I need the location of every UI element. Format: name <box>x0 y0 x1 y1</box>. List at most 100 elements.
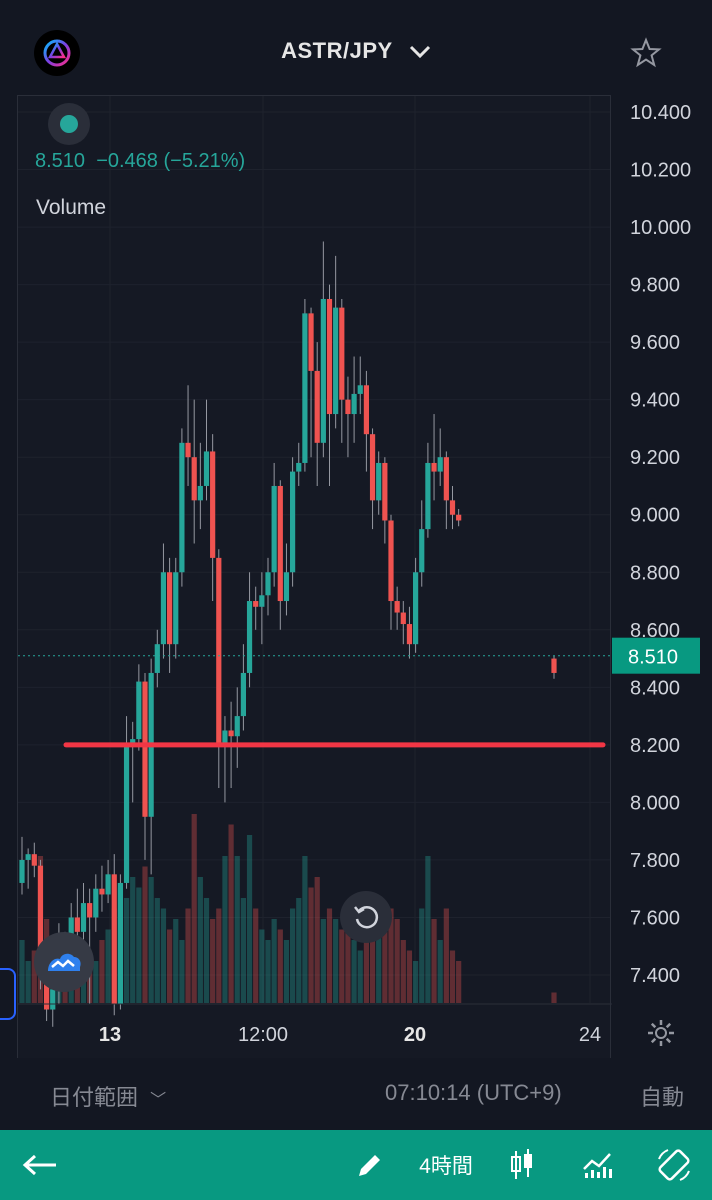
volume-bar <box>326 908 333 1003</box>
interval-selector[interactable]: 4時間 <box>419 1155 473 1178</box>
price-tick-label: 10.400 <box>630 102 691 124</box>
candle-body <box>25 854 31 860</box>
volume-bar <box>394 919 400 1003</box>
candle-body <box>50 989 56 1010</box>
volume-bar <box>290 908 296 1003</box>
candle-body <box>234 716 240 737</box>
volume-bar <box>99 940 105 1003</box>
volume-bar <box>351 940 357 1003</box>
scroll-handle[interactable] <box>0 968 16 1020</box>
time-tick-label: 13 <box>99 1024 121 1046</box>
star-icon[interactable] <box>630 37 662 74</box>
volume-bar <box>210 919 216 1003</box>
volume-bar <box>179 940 185 1003</box>
candle-body <box>160 572 167 645</box>
price-tick-label: 8.800 <box>630 562 680 584</box>
tradingview-logo-icon[interactable] <box>34 932 94 992</box>
price-tick-label: 10.200 <box>630 160 691 182</box>
candle-body <box>431 462 437 472</box>
volume-bar <box>123 898 130 1003</box>
volume-bar <box>357 950 363 1003</box>
candle-body <box>154 644 160 673</box>
candle-body <box>290 471 296 573</box>
volume-bar <box>154 898 160 1003</box>
price-tick-label: 7.800 <box>630 850 680 872</box>
volume-bar <box>148 877 154 1003</box>
symbol-selector[interactable]: ASTR/JPY <box>0 38 712 65</box>
volume-bar <box>271 919 277 1003</box>
astar-logo-icon[interactable] <box>34 30 80 76</box>
volume-label[interactable]: Volume <box>36 196 107 219</box>
volume-bar <box>308 887 314 1003</box>
pencil-icon[interactable] <box>352 1130 388 1200</box>
price-tick-label: 10.000 <box>630 217 691 239</box>
volume-bar <box>425 856 431 1003</box>
volume-bar <box>216 908 222 1003</box>
volume-bar <box>456 961 462 1003</box>
candle-body <box>551 658 557 673</box>
candle-body <box>222 730 228 745</box>
candle-body <box>449 500 456 515</box>
gear-icon[interactable] <box>646 1018 676 1053</box>
volume-bar <box>437 940 443 1003</box>
candle-body <box>357 385 363 394</box>
reset-chart-icon[interactable] <box>340 891 392 943</box>
candle-body <box>259 595 265 607</box>
candlestick-chart: 10.400 10.200 10.000 9.800 9.600 9.400 9.200 9.… <box>18 102 700 1046</box>
candle-body <box>197 485 203 501</box>
volume-bar <box>160 908 167 1003</box>
volume-bar <box>449 950 456 1003</box>
candle-body <box>179 442 185 573</box>
volume-bar <box>19 940 25 1003</box>
candle-body <box>320 298 326 443</box>
candle-body <box>339 307 345 400</box>
bottom-toolbar: 4時間 <box>0 1130 712 1200</box>
volume-bar <box>197 877 203 1003</box>
price-tick-label: 9.800 <box>630 275 680 297</box>
candle-body <box>19 859 25 883</box>
candle-body <box>130 739 136 745</box>
candle-body <box>443 457 449 501</box>
volume-bar <box>333 919 339 1003</box>
candle-body <box>203 451 210 486</box>
volume-bar <box>369 929 376 1003</box>
volume-bar <box>376 919 382 1003</box>
volume-bar <box>25 961 31 1003</box>
symbol-name: ASTR/JPY <box>281 38 393 63</box>
price-axis[interactable] <box>610 95 712 1058</box>
auto-scale-toggle[interactable]: 自動 <box>640 1085 685 1110</box>
volume-bar <box>136 887 142 1003</box>
volume-bar <box>185 908 191 1003</box>
candle-body <box>345 399 351 415</box>
candle-body <box>167 572 173 645</box>
volume-bar <box>388 908 394 1003</box>
candle-body <box>302 313 308 463</box>
candle-body <box>363 385 369 435</box>
volume-bar <box>296 898 302 1003</box>
price-tick-label: 9.400 <box>630 390 680 412</box>
candle-body <box>216 557 222 745</box>
candle-body <box>253 601 259 607</box>
candle-body <box>419 529 425 573</box>
volume-bar <box>253 908 259 1003</box>
volume-bar <box>93 961 99 1003</box>
volume-bar <box>283 940 290 1003</box>
date-range-selector[interactable]: 日付範囲 ﹀ <box>50 1080 166 1112</box>
arrow-left-icon[interactable] <box>18 1130 62 1200</box>
volume-bar <box>142 866 148 1003</box>
volume-bar <box>240 898 246 1003</box>
status-dot-icon[interactable] <box>48 103 90 145</box>
candle-body <box>93 888 99 918</box>
volume-bar <box>246 835 253 1003</box>
price-tick-label: 8.600 <box>630 620 680 642</box>
clock[interactable]: 07:10:14 (UTC+9) <box>385 1080 562 1105</box>
candle-body <box>308 313 314 371</box>
volume-bar <box>259 929 265 1003</box>
volume-bar <box>203 898 210 1003</box>
candle-body <box>185 442 191 458</box>
last-price: 8.510 <box>35 150 86 172</box>
candles-icon[interactable] <box>505 1130 539 1200</box>
candle-body <box>400 612 406 625</box>
indicators-icon[interactable] <box>580 1130 616 1200</box>
rotate-screen-icon[interactable] <box>652 1130 696 1200</box>
